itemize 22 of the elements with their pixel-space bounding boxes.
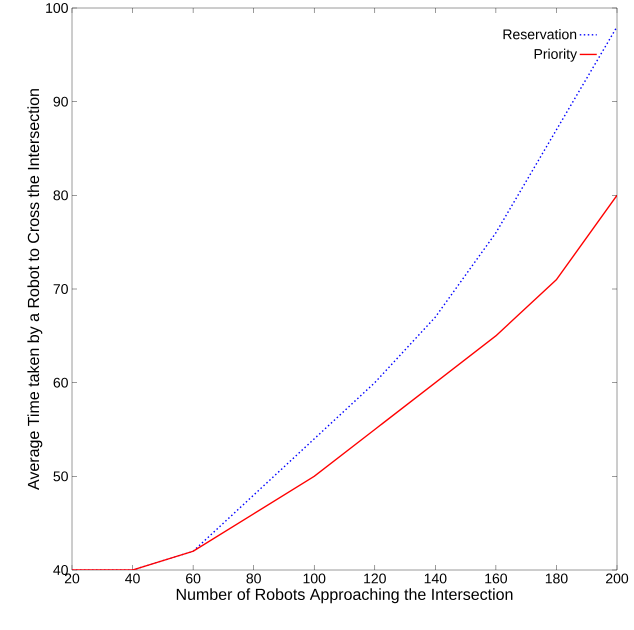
x-tick-label: 60 <box>186 574 200 584</box>
y-tick-label: 40 <box>53 565 68 575</box>
x-tick-label: 80 <box>246 574 261 584</box>
y-tick-label: 50 <box>53 471 68 482</box>
line-series <box>72 194 618 570</box>
y-tick-label: 80 <box>54 190 68 200</box>
x-axis-title: Number of Robots Approaching the Intersection <box>176 588 512 604</box>
x-tick-label: 120 <box>364 574 386 584</box>
y-tick-label: 90 <box>54 96 68 107</box>
x-tick-label: 20 <box>64 574 80 584</box>
x-tick-label: 160 <box>485 574 508 584</box>
legend-label: Reservation <box>504 29 576 40</box>
x-tick-label: 200 <box>606 574 628 584</box>
y-tick-label: 100 <box>46 3 68 13</box>
x-tick-label: 140 <box>424 574 446 584</box>
y-tick-label: 70 <box>54 284 68 294</box>
x-tick-label: 180 <box>546 574 568 584</box>
x-tick-label: 40 <box>125 574 140 584</box>
y-tick-label: 60 <box>54 378 68 388</box>
x-tick-label: 100 <box>304 574 326 584</box>
y-axis-title: Average Time taken by a Robot to Cross the Intersection <box>27 89 42 490</box>
legend-label: Priority <box>534 48 578 62</box>
